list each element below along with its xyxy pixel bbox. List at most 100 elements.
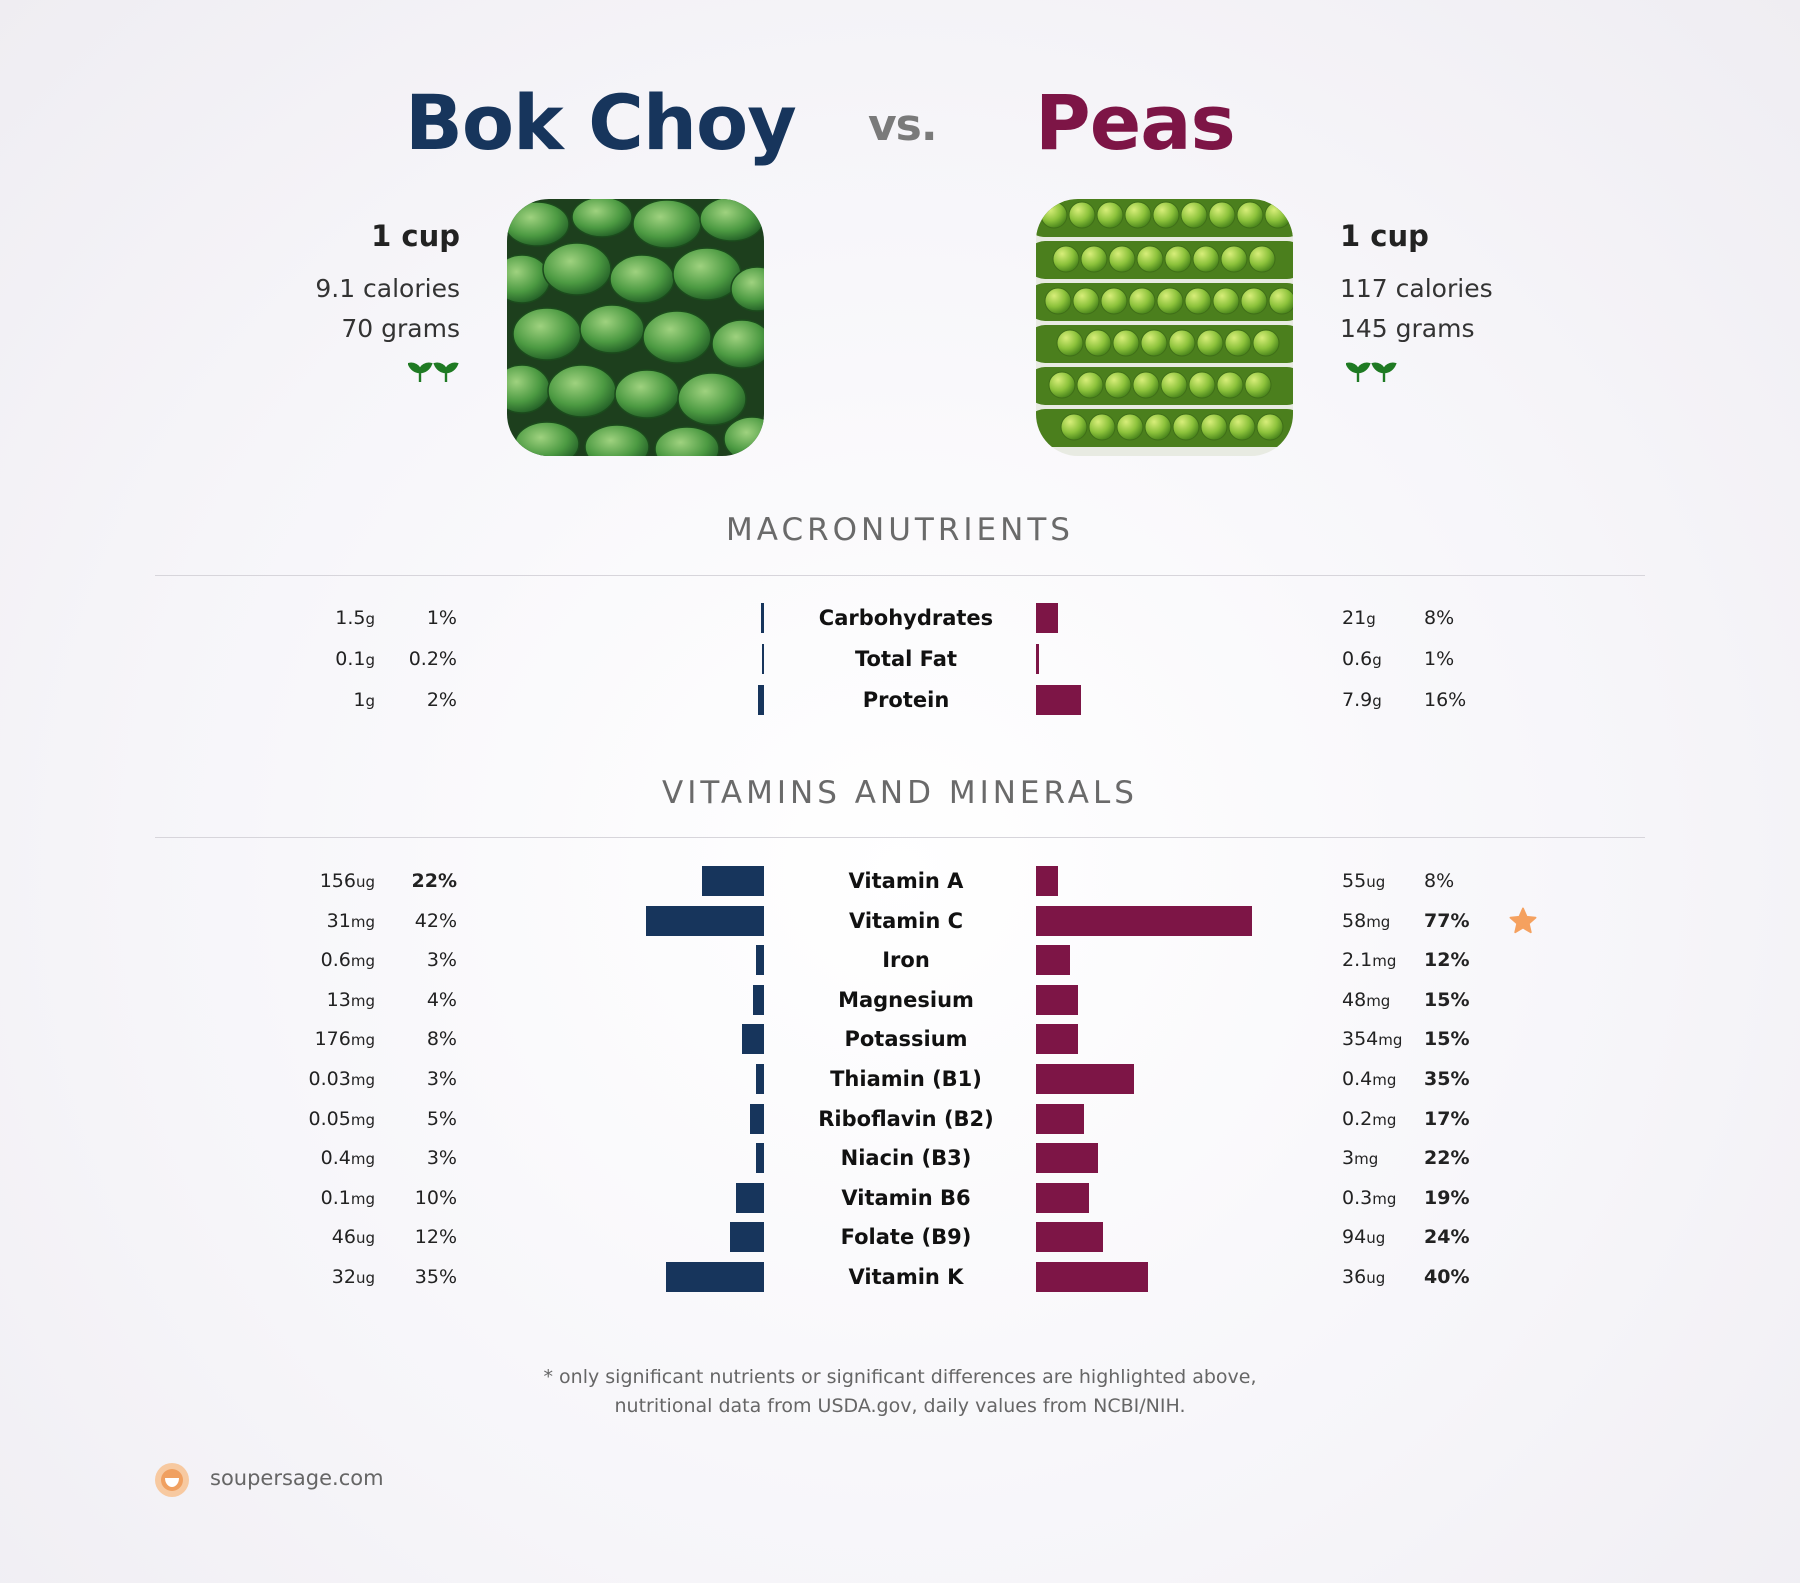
amount-number: 32 xyxy=(331,1266,356,1288)
right-amount: 55ug xyxy=(1342,869,1385,894)
nutrient-label: Vitamin B6 xyxy=(841,1185,971,1210)
amount-number: 48 xyxy=(1342,988,1367,1011)
amount-unit: mg xyxy=(1366,912,1391,931)
amount-unit: mg xyxy=(1372,1071,1397,1089)
amount-number: 94 xyxy=(1342,1226,1367,1249)
amount-unit: g xyxy=(1366,610,1376,628)
left-calories: 9.1 calories xyxy=(315,274,460,303)
left-amount: 176mg xyxy=(260,1027,375,1052)
amount-number: 7.9 xyxy=(1342,689,1373,711)
nutrient-label: Riboflavin (B2) xyxy=(818,1106,994,1131)
right-bar xyxy=(1036,1222,1104,1253)
amount-number: 0.6 xyxy=(1342,648,1373,670)
left-bar xyxy=(702,866,764,896)
amount-unit: ug xyxy=(355,1229,375,1248)
right-amount: 0.3mg xyxy=(1342,1186,1396,1211)
right-percent: 16% xyxy=(1424,689,1467,711)
right-amount: 58mg xyxy=(1342,909,1390,934)
amount-number: 0.4 xyxy=(320,1147,351,1170)
left-bar xyxy=(755,1143,764,1174)
right-bar xyxy=(1036,866,1059,896)
amount-unit: mg xyxy=(350,991,375,1010)
left-amount: 46ug xyxy=(260,1225,375,1250)
left-amount: 13mg xyxy=(260,988,375,1013)
amount-unit: mg xyxy=(350,1110,375,1129)
nutrient-label: Thiamin (B1) xyxy=(830,1067,982,1091)
amount-number: 0.3 xyxy=(1342,1186,1373,1209)
left-bar xyxy=(646,905,764,936)
left-amount: 0.1g xyxy=(260,647,375,672)
left-grams: 70 grams xyxy=(341,314,460,343)
right-amount: 36ug xyxy=(1342,1265,1385,1290)
sprout-icon xyxy=(407,360,460,388)
right-amount: 0.2mg xyxy=(1342,1107,1396,1132)
amount-number: 0.1 xyxy=(320,1186,351,1209)
right-bar xyxy=(1036,1024,1078,1055)
amount-unit: ug xyxy=(355,1269,375,1287)
right-amount: 21g xyxy=(1342,606,1376,631)
divider xyxy=(155,575,1645,576)
left-percent: 3% xyxy=(426,949,457,972)
bok-choy-photo xyxy=(507,199,764,456)
left-food-title: Bok Choy xyxy=(405,78,797,167)
right-bar xyxy=(1036,1182,1090,1213)
amount-number: 0.4 xyxy=(1342,1068,1373,1090)
left-percent: 1% xyxy=(426,607,457,629)
nutrient-label: Vitamin K xyxy=(848,1265,964,1289)
amount-unit: g xyxy=(1372,692,1382,710)
amount-number: 1 xyxy=(353,689,366,711)
right-percent: 8% xyxy=(1424,870,1455,892)
divider xyxy=(155,837,1645,838)
left-bar xyxy=(736,1182,764,1213)
star-icon xyxy=(1508,906,1538,940)
left-percent: 8% xyxy=(426,1028,457,1051)
right-amount: 354mg xyxy=(1342,1027,1402,1052)
amount-number: 3 xyxy=(1342,1147,1355,1170)
right-calories: 117 calories xyxy=(1340,274,1493,303)
right-percent: 77% xyxy=(1424,909,1470,932)
amount-number: 0.05 xyxy=(308,1107,351,1130)
amount-unit: mg xyxy=(1372,952,1397,971)
left-bar xyxy=(741,1024,764,1055)
amount-unit: mg xyxy=(350,1071,375,1089)
amount-unit: mg xyxy=(1372,1110,1397,1129)
vitamins-title: VITAMINS AND MINERALS xyxy=(662,775,1138,811)
right-percent: 17% xyxy=(1424,1107,1470,1130)
left-percent: 2% xyxy=(426,689,457,711)
nutrient-label: Total Fat xyxy=(854,647,957,671)
amount-unit: g xyxy=(365,651,375,669)
amount-number: 58 xyxy=(1342,909,1367,932)
amount-number: 156 xyxy=(319,870,356,892)
right-bar xyxy=(1036,685,1081,715)
right-bar xyxy=(1036,603,1059,633)
amount-number: 0.03 xyxy=(308,1068,351,1090)
right-percent: 35% xyxy=(1424,1068,1470,1090)
amount-number: 1.5 xyxy=(335,607,366,629)
nutrient-label: Iron xyxy=(882,948,930,973)
amount-number: 176 xyxy=(314,1028,351,1051)
nutrient-label: Vitamin A xyxy=(848,869,964,893)
amount-unit: ug xyxy=(355,873,375,891)
soupersage-logo-icon xyxy=(153,1461,191,1503)
left-bar xyxy=(750,1103,764,1134)
amount-unit: mg xyxy=(350,912,375,931)
left-bar xyxy=(755,1064,764,1094)
left-amount: 1.5g xyxy=(260,606,375,631)
left-bar xyxy=(762,644,764,674)
left-bar xyxy=(761,603,764,633)
right-bar xyxy=(1036,1103,1084,1134)
right-amount: 2.1mg xyxy=(1342,948,1396,973)
left-bar xyxy=(755,945,764,976)
nutrient-label: Magnesium xyxy=(838,987,974,1012)
left-amount: 1g xyxy=(260,688,375,713)
amount-number: 36 xyxy=(1342,1266,1367,1288)
brand-link[interactable]: soupersage.com xyxy=(210,1466,384,1490)
left-amount: 31mg xyxy=(260,909,375,934)
macronutrients-title: MACRONUTRIENTS xyxy=(726,512,1074,548)
amount-unit: mg xyxy=(350,1031,375,1050)
amount-unit: g xyxy=(365,610,375,628)
left-bar xyxy=(666,1262,764,1292)
right-amount: 7.9g xyxy=(1342,688,1382,713)
right-percent: 15% xyxy=(1424,1028,1470,1051)
peas-photo xyxy=(1036,199,1293,456)
